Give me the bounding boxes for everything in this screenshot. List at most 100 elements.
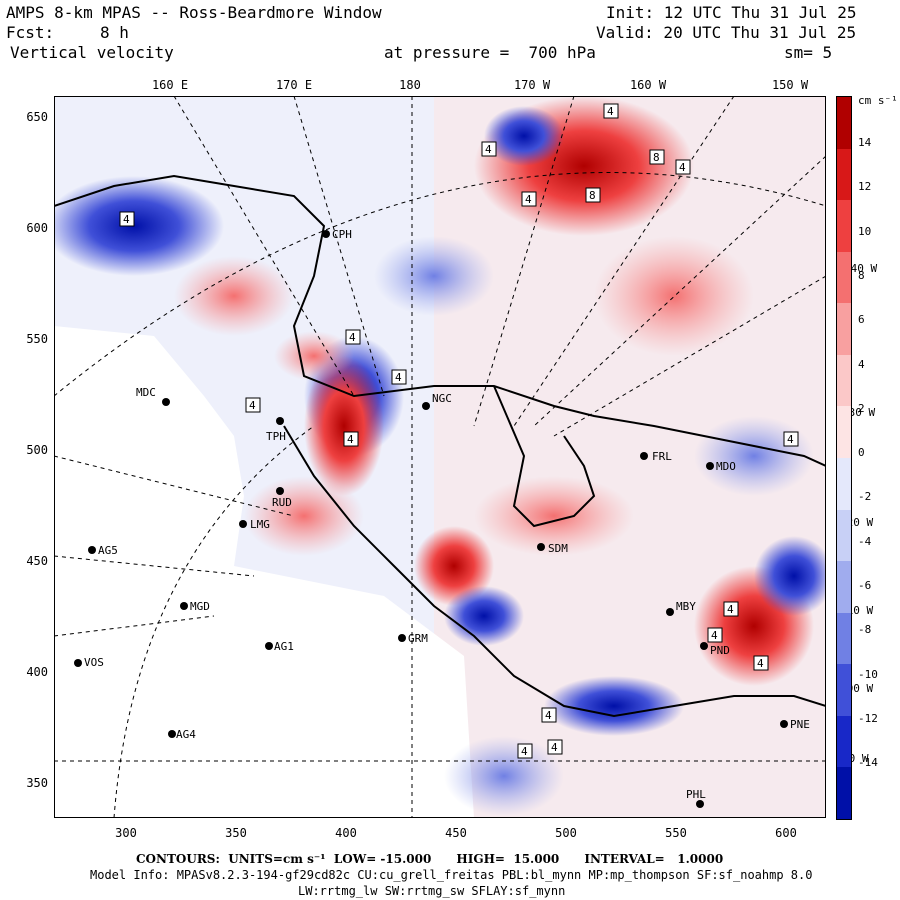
station-tph: TPH bbox=[266, 430, 286, 443]
colorbar-label: -8 bbox=[858, 623, 872, 637]
y-tick: 550 bbox=[26, 332, 48, 346]
station-grm: GRM bbox=[408, 632, 428, 645]
svg-text:4: 4 bbox=[545, 709, 552, 722]
station-ngc: NGC bbox=[432, 392, 452, 405]
svg-text:4: 4 bbox=[551, 741, 558, 754]
colorbar-swatch bbox=[837, 354, 851, 407]
lon-label-180: 180 bbox=[399, 78, 421, 92]
svg-text:4: 4 bbox=[521, 745, 528, 758]
station-ag5: AG5 bbox=[98, 544, 118, 557]
model-info-line2: LW:rrtmg_lw SW:rrtmg_sw SFLAY:sf_mynn bbox=[298, 884, 566, 898]
x-tick: 600 bbox=[775, 826, 797, 840]
lon-label-150w: 150 W bbox=[771, 78, 809, 92]
colorbar-label: -14 bbox=[858, 756, 878, 770]
svg-text:4: 4 bbox=[485, 143, 492, 156]
model-info: Model Info: MPASv8.2.3-194-gf29cd82c CU:… bbox=[90, 868, 813, 882]
station-ag1: AG1 bbox=[274, 640, 294, 653]
y-tick: 400 bbox=[26, 665, 48, 679]
station-vos: VOS bbox=[84, 656, 104, 669]
contours-info: CONTOURS: UNITS=cm s⁻¹ LOW= -15.000 HIGH… bbox=[136, 852, 724, 866]
lon-label-160w: 160 W bbox=[629, 78, 667, 92]
colorbar-label: 14 bbox=[858, 136, 872, 149]
colorbar-swatch bbox=[837, 561, 851, 614]
colorbar-unit: cm s⁻¹ bbox=[858, 94, 898, 107]
svg-text:4: 4 bbox=[347, 433, 354, 446]
svg-text:4: 4 bbox=[395, 371, 402, 384]
forecast-hour: 8 h bbox=[100, 23, 129, 42]
lon-label-170e: 170 E bbox=[275, 78, 313, 92]
valid-time: Valid: 20 UTC Thu 31 Jul 25 bbox=[596, 23, 857, 42]
map-title: AMPS 8-km MPAS -- Ross-Beardmore Window bbox=[6, 3, 382, 22]
station-pne: PNE bbox=[790, 718, 810, 731]
svg-text:4: 4 bbox=[679, 161, 686, 174]
colorbar-swatch bbox=[837, 200, 851, 253]
x-tick: 550 bbox=[665, 826, 687, 840]
svg-text:4: 4 bbox=[757, 657, 764, 670]
colorbar-swatch bbox=[837, 97, 851, 150]
colorbar-swatch bbox=[837, 406, 851, 459]
vertical-velocity-map: 4 4 8 4 8 4 4 4 4 4 4 4 4 4 4 4 4 4 140 … bbox=[44, 95, 877, 819]
y-tick: 650 bbox=[26, 110, 48, 124]
colorbar-label: -2 bbox=[858, 490, 872, 504]
station-sdm: SDM bbox=[548, 542, 568, 555]
colorbar-label: 2 bbox=[858, 401, 865, 415]
colorbar-label: -4 bbox=[858, 534, 872, 548]
colorbar-label: -6 bbox=[858, 579, 872, 592]
colorbar-swatch bbox=[837, 767, 851, 820]
y-tick: 600 bbox=[26, 221, 48, 235]
station-cph: CPH bbox=[332, 228, 352, 241]
colorbar-swatch bbox=[837, 458, 851, 511]
map-lon-label-140w: 140 W bbox=[844, 262, 878, 275]
colorbar-label: 8 bbox=[858, 268, 865, 282]
svg-text:4: 4 bbox=[249, 399, 256, 412]
init-time: Init: 12 UTC Thu 31 Jul 25 bbox=[606, 3, 857, 22]
svg-text:4: 4 bbox=[711, 629, 718, 642]
station-mby: MBY bbox=[676, 600, 696, 613]
x-tick: 350 bbox=[225, 826, 247, 840]
lon-label-170w: 170 W bbox=[513, 78, 551, 92]
station-rud: RUD bbox=[272, 496, 292, 509]
colorbar-label: 12 bbox=[858, 180, 872, 194]
svg-text:8: 8 bbox=[653, 151, 660, 164]
station-mdo: MDO bbox=[716, 460, 736, 473]
smoothing: sm= 5 bbox=[784, 43, 833, 62]
station-mgd: MGD bbox=[190, 600, 210, 613]
station-mdc: MDC bbox=[136, 386, 156, 399]
colorbar bbox=[836, 96, 852, 820]
forecast-label: Fcst: bbox=[6, 23, 55, 42]
colorbar-swatch bbox=[837, 303, 851, 356]
y-tick: 500 bbox=[26, 443, 48, 457]
x-tick: 300 bbox=[115, 826, 137, 840]
colorbar-label: -10 bbox=[858, 667, 878, 681]
colorbar-swatch bbox=[837, 148, 851, 201]
x-tick: 400 bbox=[335, 826, 357, 840]
colorbar-label: 6 bbox=[858, 313, 865, 327]
svg-text:4: 4 bbox=[349, 331, 356, 344]
colorbar-swatch bbox=[837, 251, 851, 304]
y-tick: 350 bbox=[26, 776, 48, 790]
svg-text:4: 4 bbox=[607, 105, 614, 118]
svg-text:4: 4 bbox=[525, 193, 532, 206]
y-tick: 450 bbox=[26, 554, 48, 568]
x-tick: 450 bbox=[445, 826, 467, 840]
x-tick: 500 bbox=[555, 826, 577, 840]
colorbar-swatch bbox=[837, 664, 851, 717]
station-frl: FRL bbox=[652, 450, 672, 463]
field-name: Vertical velocity bbox=[10, 43, 174, 62]
colorbar-label: -12 bbox=[858, 711, 878, 725]
colorbar-swatch bbox=[837, 509, 851, 562]
colorbar-label: 0 bbox=[858, 446, 865, 460]
colorbar-swatch bbox=[837, 612, 851, 665]
station-lmg: LMG bbox=[250, 518, 270, 531]
lon-label-160e: 160 E bbox=[151, 78, 189, 92]
colorbar-swatch bbox=[837, 715, 851, 768]
svg-text:4: 4 bbox=[787, 433, 794, 446]
station-ag4: AG4 bbox=[176, 728, 196, 741]
station-pnd: PND bbox=[710, 644, 730, 657]
map-svg: 4 4 8 4 8 4 4 4 4 4 4 4 4 4 4 4 4 4 bbox=[44, 95, 834, 819]
colorbar-label: 10 bbox=[858, 224, 872, 238]
svg-text:8: 8 bbox=[589, 189, 596, 202]
station-phl: PHL bbox=[686, 788, 706, 801]
colorbar-label: 4 bbox=[858, 357, 865, 371]
svg-text:4: 4 bbox=[727, 603, 734, 616]
